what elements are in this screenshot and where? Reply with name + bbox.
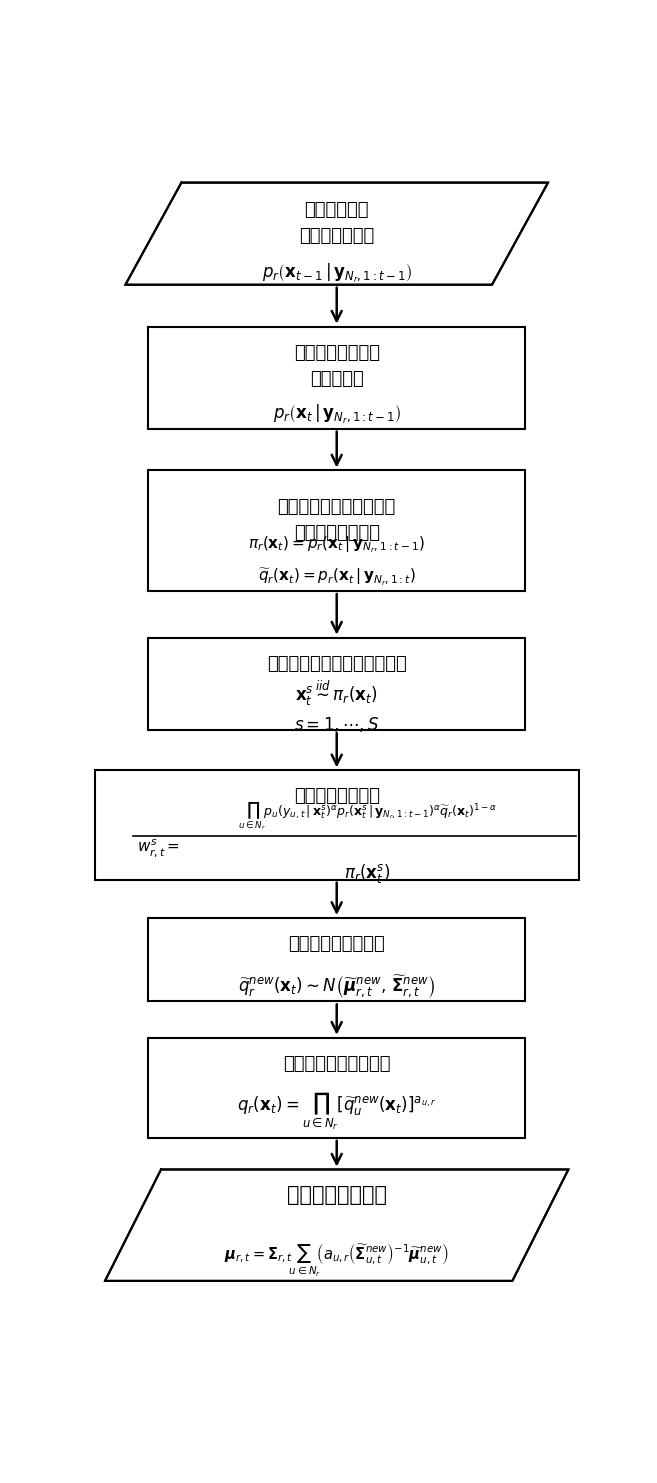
Text: $\mathbf{x}_t^s \overset{iid}{\sim} \pi_r\left(\mathbf{x}_t\right)$: $\mathbf{x}_t^s \overset{iid}{\sim} \pi_… — [296, 679, 378, 707]
Text: $\pi_r(\mathbf{x}_t) = p_r\left(\mathbf{x}_t\,|\,\mathbf{y}_{N_r,1:t-1}\right)$: $\pi_r(\mathbf{x}_t) = p_r\left(\mathbf{… — [248, 534, 425, 555]
Bar — [148, 1038, 525, 1137]
Text: 输入上一时刻: 输入上一时刻 — [304, 200, 369, 218]
Text: $\pi_r(\mathbf{x}_t^s)$: $\pi_r(\mathbf{x}_t^s)$ — [344, 862, 390, 885]
Text: $w_{r,t}^s=$: $w_{r,t}^s=$ — [137, 838, 180, 859]
Polygon shape — [125, 182, 548, 285]
Bar — [148, 638, 525, 730]
Text: $\prod_{u\in N_r} p_u(y_{u,t}\,|\,\mathbf{x}_t^s)^\alpha p_r(\mathbf{x}_t^s\,|\,: $\prod_{u\in N_r} p_u(y_{u,t}\,|\,\mathb… — [238, 799, 497, 832]
Text: $q_r(\mathbf{x}_t) = \prod_{u\in N_r}\left[\widetilde{q}_u^{new}(\mathbf{x}_t)\r: $q_r(\mathbf{x}_t) = \prod_{u\in N_r}\le… — [237, 1090, 436, 1132]
Text: 验分布函数: 验分布函数 — [310, 371, 363, 389]
Text: 根据建议分布函数采样粒子数: 根据建议分布函数采样粒子数 — [267, 654, 407, 672]
Text: 每个最终的状态估计：: 每个最终的状态估计： — [283, 1054, 390, 1072]
Text: $\widetilde{q}_r^{new}(\mathbf{x}_t) \sim N\left(\widetilde{\boldsymbol{\mu}}_{r: $\widetilde{q}_r^{new}(\mathbf{x}_t) \si… — [238, 974, 436, 1001]
Bar — [148, 326, 525, 429]
Polygon shape — [105, 1170, 568, 1281]
Text: 计算粒子的权重：: 计算粒子的权重： — [294, 787, 380, 805]
Text: $\widetilde{q}_r(\mathbf{x}_t) = p_r\left(\mathbf{x}_t\,|\,\mathbf{y}_{N_r,1:t}\: $\widetilde{q}_r(\mathbf{x}_t) = p_r\lef… — [258, 567, 416, 587]
Text: 设定建议分布函数和初始: 设定建议分布函数和初始 — [278, 498, 396, 516]
Text: 输出状态估计向量: 输出状态估计向量 — [286, 1185, 387, 1206]
Bar — [148, 918, 525, 1001]
Text: $\boldsymbol{\mu}_{r,t} = \boldsymbol{\Sigma}_{r,t}\!\sum_{u\in N_r}\!\left(a_{u: $\boldsymbol{\mu}_{r,t} = \boldsymbol{\S… — [224, 1241, 449, 1278]
Bar — [95, 770, 579, 879]
Text: 计算中间状态估计：: 计算中间状态估计： — [288, 934, 385, 954]
Bar — [148, 470, 525, 592]
Text: $p_r\left(\mathbf{x}_{t-1}\,|\,\mathbf{y}_{N_r,1:t-1}\right)$: $p_r\left(\mathbf{x}_{t-1}\,|\,\mathbf{y… — [261, 262, 412, 285]
Text: $p_r\left(\mathbf{x}_t\,|\,\mathbf{y}_{N_r,1:t-1}\right)$: $p_r\left(\mathbf{x}_t\,|\,\mathbf{y}_{N… — [273, 403, 401, 426]
Text: 中间近似分布函数: 中间近似分布函数 — [294, 523, 380, 541]
Text: 计算当前时刻的先: 计算当前时刻的先 — [294, 344, 380, 362]
Text: $s = 1,\cdots,S$: $s = 1,\cdots,S$ — [294, 715, 379, 734]
Text: 的后验分布函数: 的后验分布函数 — [299, 227, 374, 245]
